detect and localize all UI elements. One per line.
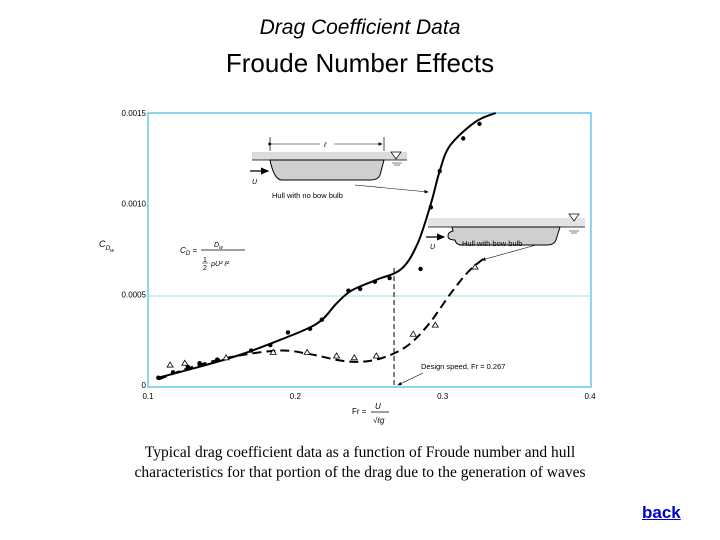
data-point-no-bulb [437,168,442,174]
hull-bulb-label: Hull with bow bulb [462,239,522,248]
data-point-no-bulb [372,279,378,284]
hull-no-bulb-label: Hull with no bow bulb [272,191,343,200]
slide-title: Drag Coefficient Data [259,16,461,39]
plot-frame [147,112,592,388]
data-point-bow-bulb [431,321,440,328]
data-point-no-bulb [428,205,434,210]
series-layer [156,112,497,381]
data-point-bow-bulb [181,359,189,366]
data-point-no-bulb [248,348,254,353]
data-point-bow-bulb [269,348,277,355]
slide-heading: Froude Number Effects [225,48,495,78]
svg-text:Fr =: Fr = [352,407,367,416]
caption-line-2: characteristics for that portion of the … [134,464,586,481]
svg-text:√ℓg: √ℓg [373,416,385,425]
data-point-bow-bulb [372,352,381,359]
y-tick-labels: 0 0.0005 0.0010 0.0015 [122,109,147,390]
x-tick-label: 0.3 [437,392,449,401]
svg-text:Dw: Dw [214,242,223,251]
svg-text:CD =: CD = [180,246,197,257]
hull-bulb-diagram: U Hull with bow bulb [426,213,585,261]
svg-text:ρU² ℓ²: ρU² ℓ² [210,261,230,268]
data-point-bow-bulb [471,263,479,270]
data-point-bow-bulb [332,352,341,359]
data-point-no-bulb [346,288,351,293]
y-tick-label: 0.0015 [122,109,147,118]
velocity-symbol: U [252,179,258,186]
y-axis-label: CDw [99,239,114,254]
drag-coefficient-chart: 0 0.0005 0.0010 0.0015 0.1 0.2 0.3 0.4 CDw Fr … [99,109,596,425]
series-line-bow-bulb [157,255,488,381]
svg-text:U: U [375,402,381,411]
data-point-bow-bulb [350,354,358,361]
data-point-bow-bulb [409,330,417,337]
x-axis-label: Fr = U √ℓg [352,402,389,425]
caption-line-1: Typical drag coefficient data as a funct… [144,444,576,461]
svg-text:1: 1 [203,257,207,264]
svg-text:2: 2 [203,265,207,272]
figure-caption: Typical drag coefficient data as a funct… [100,443,620,483]
back-link[interactable]: back [642,503,681,522]
data-point-bow-bulb [222,354,230,361]
x-tick-label: 0.1 [142,392,154,401]
y-tick-label: 0.0005 [122,290,147,299]
y-tick-label: 0.0010 [122,200,147,209]
y-tick-label: 0 [142,381,147,390]
hull-no-bulb-diagram: ℓ U Hull with no bow bulb [250,137,429,200]
data-point-no-bulb [307,326,313,331]
data-point-no-bulb [461,136,466,141]
svg-text:U: U [430,244,436,251]
data-point-no-bulb [285,330,291,335]
x-tick-label: 0.4 [584,392,596,401]
x-tick-label: 0.2 [290,392,302,401]
design-speed-label: Design speed, Fr = 0.267 [421,362,505,371]
data-point-no-bulb [418,266,423,272]
length-symbol: ℓ [323,142,327,149]
x-tick-labels: 0.1 0.2 0.3 0.4 [142,392,596,401]
drag-formula: CD = Dw 1 2 ρU² ℓ² [180,242,245,272]
data-point-bow-bulb [166,361,174,368]
data-point-no-bulb [387,275,392,281]
data-point-no-bulb [268,342,273,348]
data-point-no-bulb [477,121,482,127]
data-point-no-bulb [357,286,363,292]
data-point-no-bulb [319,317,325,322]
data-point-bow-bulb [303,348,311,355]
